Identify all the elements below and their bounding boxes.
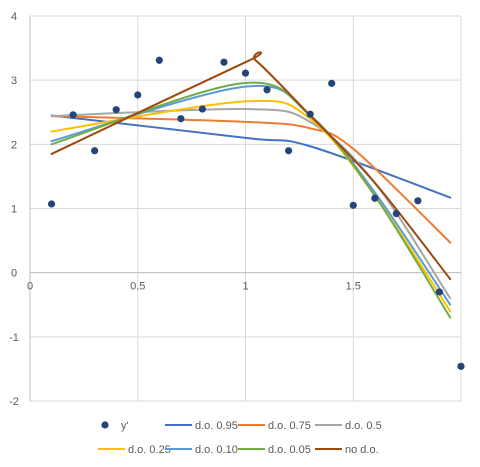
legend-label-d-o-0-25: d.o. 0.25: [128, 444, 171, 456]
x-tick-label: 0: [27, 281, 33, 293]
scatter-points: [47, 56, 465, 370]
y-tick-label: 4: [11, 11, 17, 23]
x-tick-label: 1.5: [346, 281, 361, 293]
scatter-point: [435, 288, 444, 296]
scatter-point: [177, 115, 185, 123]
scatter-point: [47, 200, 56, 208]
legend: y' d.o. 0.95 d.o. 0.75 d.o. 0.5 d.o. 0.25 d.o…: [98, 420, 382, 456]
scatter-point: [69, 111, 77, 119]
y-tick-label: 3: [11, 75, 17, 87]
x-tick-label: 1: [242, 281, 248, 293]
scatter-point: [349, 201, 357, 209]
legend-label-d-o-0-5: d.o. 0.5: [345, 420, 382, 432]
scatter-point: [328, 79, 336, 87]
scatter-point: [263, 86, 271, 94]
scatter-point: [134, 91, 142, 99]
scatter-point: [155, 56, 163, 64]
scatter-point: [198, 105, 206, 113]
series-line-d-o-0-75: [50, 115, 452, 244]
scatter-point: [112, 106, 120, 114]
legend-marker-y: [101, 421, 109, 429]
scatter-point: [392, 210, 400, 218]
y-tick-label: -2: [9, 396, 19, 408]
legend-label-d-o-0-10: d.o. 0.10: [195, 444, 238, 456]
y-tick-label: 2: [11, 139, 17, 151]
series-line-no-d-o: [50, 51, 452, 281]
scatter-point: [457, 362, 465, 370]
scatter-point: [220, 58, 228, 66]
series-line-d-o-0-25: [50, 99, 452, 313]
scatter-point: [414, 197, 422, 205]
series-lines: [50, 51, 452, 319]
scatter-point: [371, 194, 379, 202]
y-tick-label: 0: [11, 268, 17, 280]
scatter-point: [306, 110, 314, 118]
y-tick-label: 1: [11, 204, 17, 216]
scatter-point: [285, 147, 293, 155]
legend-label-no-d-o: no d.o.: [345, 444, 379, 456]
legend-label-d-o-0-05: d.o. 0.05: [268, 444, 311, 456]
legend-label-y: y': [121, 420, 129, 432]
series-line-d-o-0-95: [50, 114, 452, 199]
legend-label-d-o-0-75: d.o. 0.75: [268, 420, 311, 432]
axes: -2 -1 0 1 2 3 4 0 0.5 1 1.5: [9, 11, 461, 408]
y-tick-label: -1: [9, 332, 19, 344]
x-tick-label: 0.5: [130, 281, 145, 293]
scatter-point: [91, 147, 99, 155]
scatter-point: [241, 69, 250, 77]
legend-label-d-o-0-95: d.o. 0.95: [195, 420, 238, 432]
series-line-d-o-0-5: [50, 107, 452, 300]
